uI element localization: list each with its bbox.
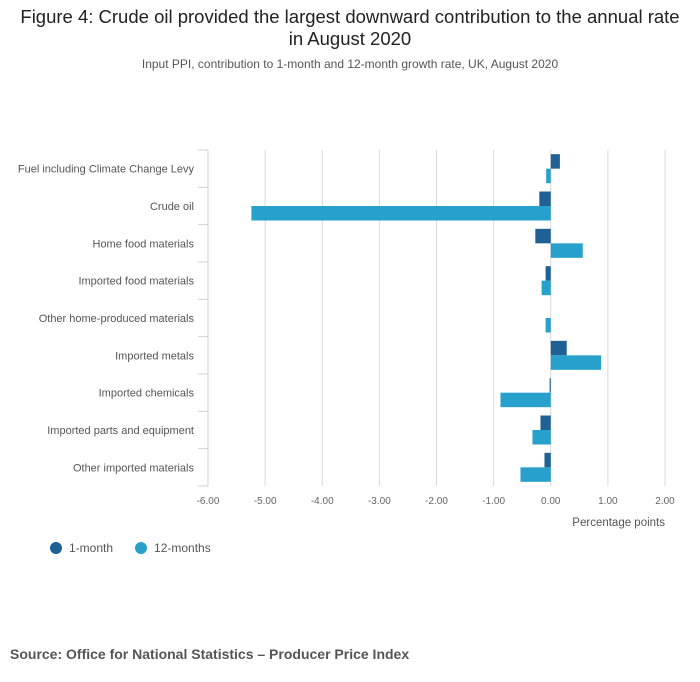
bar-12-months [546, 168, 551, 184]
category-label: Imported metals [115, 350, 194, 362]
category-label: Other home-produced materials [39, 313, 195, 325]
category-label: Other imported materials [73, 462, 195, 474]
legend: 1-month 12-months [50, 541, 211, 555]
bar-1-month [550, 154, 560, 169]
bar-1-month [545, 266, 551, 281]
bar-12-months [541, 280, 551, 296]
x-tick-label: -4.00 [311, 496, 334, 507]
category-label: Imported food materials [78, 276, 194, 288]
x-axis-title: Percentage points [572, 517, 665, 529]
x-tick-label: 1.00 [598, 496, 618, 507]
category-label: Imported parts and equipment [47, 425, 194, 437]
bar-1-month [544, 452, 551, 468]
x-tick-label: 2.00 [655, 496, 675, 507]
category-label: Crude oil [150, 201, 194, 213]
chart-title: Figure 4: Crude oil provided the largest… [20, 6, 680, 49]
chart-subtitle: Input PPI, contribution to 1-month and 1… [141, 57, 559, 71]
bar-12-months [550, 355, 602, 370]
source-note: Source: Office for National Statistics –… [10, 646, 410, 662]
bar-1-month [550, 340, 567, 356]
bar-12-months [545, 318, 551, 333]
bar-1-month [539, 191, 551, 206]
category-label: Home food materials [93, 238, 195, 250]
category-label: Fuel including Climate Change Levy [18, 164, 195, 176]
bar-1-month [549, 378, 551, 393]
x-tick-label: -6.00 [197, 496, 220, 507]
legend-item-12-months[interactable]: 12-months [135, 541, 211, 555]
legend-label-1-month: 1-month [69, 541, 114, 555]
x-tick-label: -1.00 [482, 496, 505, 507]
bar-12-months [532, 430, 551, 445]
bar-12-months [520, 467, 551, 482]
legend-label-12-months: 12-months [154, 541, 211, 555]
x-tick-label: -2.00 [425, 496, 448, 507]
x-tick-label: -5.00 [254, 496, 277, 507]
bar-1-month [535, 228, 551, 244]
legend-item-1-month[interactable]: 1-month [50, 541, 113, 555]
x-tick-label: 0.00 [541, 496, 561, 507]
bar-1-month [540, 415, 551, 430]
category-label: Imported chemicals [99, 388, 195, 400]
bar-12-months [500, 392, 551, 408]
bar-12-months [251, 206, 551, 221]
bar-12-months [550, 243, 583, 258]
legend-marker-1-month [50, 542, 62, 554]
legend-marker-12-months [135, 542, 148, 554]
x-tick-label: -3.00 [368, 496, 391, 507]
